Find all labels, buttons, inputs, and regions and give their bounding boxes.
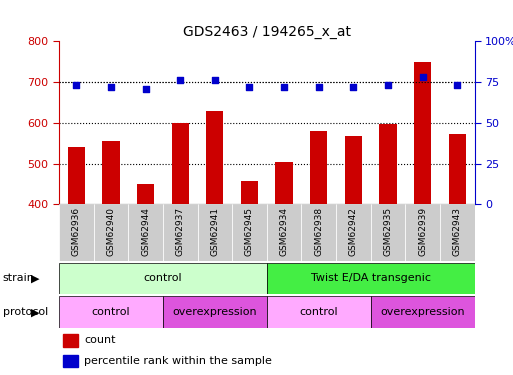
Bar xyxy=(59,296,163,328)
Text: GSM62939: GSM62939 xyxy=(418,207,427,256)
Point xyxy=(107,84,115,90)
Text: GSM62944: GSM62944 xyxy=(141,207,150,256)
Bar xyxy=(370,204,405,261)
Text: GSM62945: GSM62945 xyxy=(245,207,254,256)
Point xyxy=(142,86,150,92)
Point xyxy=(280,84,288,90)
Text: Twist E/DA transgenic: Twist E/DA transgenic xyxy=(311,273,430,284)
Text: overexpression: overexpression xyxy=(380,307,465,317)
Bar xyxy=(448,134,466,204)
Point xyxy=(176,77,184,83)
Bar xyxy=(267,204,301,261)
Text: GSM62940: GSM62940 xyxy=(106,207,115,256)
Bar xyxy=(163,296,267,328)
Point xyxy=(245,84,253,90)
Text: GSM62938: GSM62938 xyxy=(314,207,323,256)
Bar xyxy=(68,147,85,204)
Bar xyxy=(301,204,336,261)
Point xyxy=(211,77,219,83)
Bar xyxy=(345,136,362,204)
Bar xyxy=(63,355,77,367)
Text: GSM62941: GSM62941 xyxy=(210,207,220,256)
Bar xyxy=(63,334,77,346)
Point xyxy=(384,82,392,88)
Text: GSM62934: GSM62934 xyxy=(280,207,289,256)
Point xyxy=(314,84,323,90)
Title: GDS2463 / 194265_x_at: GDS2463 / 194265_x_at xyxy=(183,25,351,39)
Point xyxy=(453,82,461,88)
Text: GSM62937: GSM62937 xyxy=(175,207,185,256)
Bar xyxy=(198,204,232,261)
Bar xyxy=(267,262,475,294)
Text: control: control xyxy=(144,273,182,284)
Bar xyxy=(171,123,189,204)
Bar xyxy=(59,204,93,261)
Text: overexpression: overexpression xyxy=(172,307,257,317)
Text: GSM62935: GSM62935 xyxy=(383,207,392,256)
Bar xyxy=(336,204,370,261)
Text: control: control xyxy=(300,307,338,317)
Point xyxy=(349,84,358,90)
Bar xyxy=(370,296,475,328)
Text: GSM62942: GSM62942 xyxy=(349,207,358,256)
Bar xyxy=(275,162,293,204)
Bar xyxy=(414,63,431,204)
Text: strain: strain xyxy=(3,273,34,284)
Bar xyxy=(241,181,258,204)
Bar xyxy=(137,184,154,204)
Bar xyxy=(440,204,475,261)
Text: GSM62943: GSM62943 xyxy=(452,207,462,256)
Point xyxy=(419,74,427,80)
Bar xyxy=(59,262,267,294)
Text: ▶: ▶ xyxy=(31,307,39,317)
Text: protocol: protocol xyxy=(3,307,48,317)
Text: control: control xyxy=(92,307,130,317)
Text: percentile rank within the sample: percentile rank within the sample xyxy=(84,356,272,366)
Bar xyxy=(93,204,128,261)
Bar xyxy=(163,204,198,261)
Text: GSM62936: GSM62936 xyxy=(72,207,81,256)
Bar xyxy=(379,124,397,204)
Text: count: count xyxy=(84,335,115,345)
Text: ▶: ▶ xyxy=(31,273,39,284)
Bar xyxy=(310,131,327,204)
Bar xyxy=(405,204,440,261)
Bar xyxy=(232,204,267,261)
Bar xyxy=(267,296,370,328)
Bar xyxy=(102,141,120,204)
Bar xyxy=(206,111,224,204)
Bar xyxy=(128,204,163,261)
Point xyxy=(72,82,81,88)
